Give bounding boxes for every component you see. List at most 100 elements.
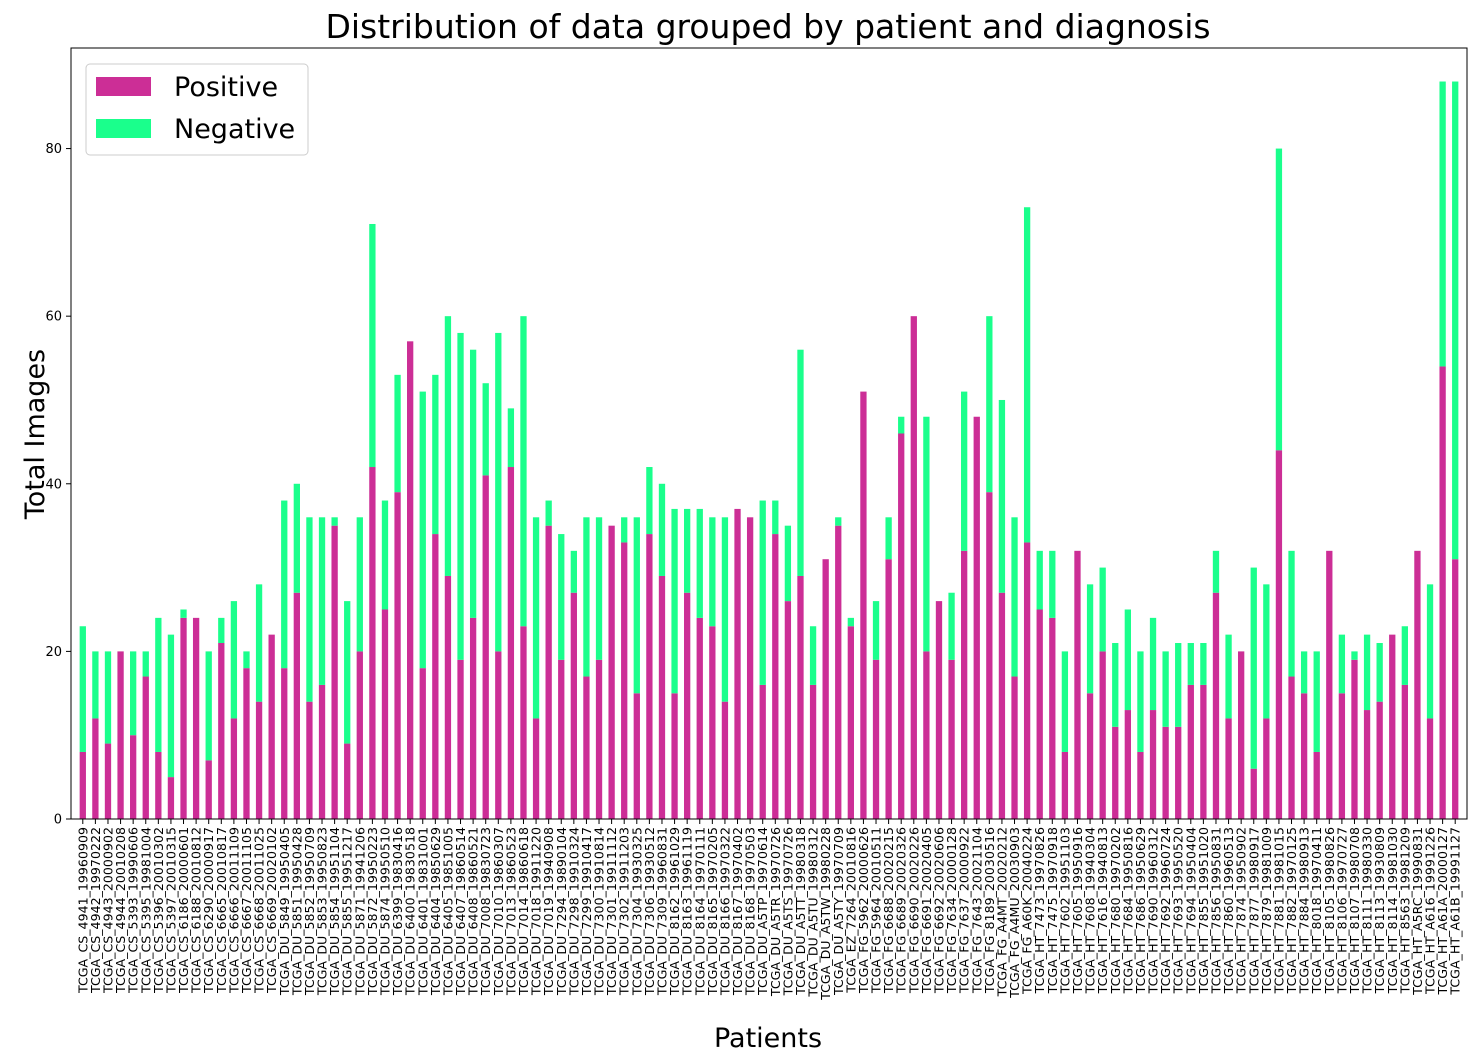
bar-positive-TCGA_HT_A616_19991226	[1426, 718, 1434, 819]
bar-negative-TCGA_DU_8165_19970205	[709, 517, 716, 627]
bar-positive-TCGA_DU_8162_19961029	[671, 693, 678, 819]
bar-negative-TCGA_DU_7018_19911220	[532, 517, 540, 719]
bar-negative-TCGA_FG_A4MU_20030903	[1011, 517, 1018, 677]
bar-negative-TCGA_DU_6404_19850629	[432, 374, 439, 535]
x-tick-label: TCGA_DU_7010_19860307	[491, 827, 506, 996]
x-tick-label: TCGA_HT_7680_19970202	[1108, 827, 1123, 994]
bar-positive-TCGA_CS_4943_20000902	[104, 743, 112, 819]
bar-positive-TCGA_CS_4944_20010208	[117, 651, 124, 819]
bar-negative-TCGA_CS_6290_20000917	[205, 651, 212, 761]
bar-positive-TCGA_HT_7884_19980913	[1300, 693, 1308, 819]
bar-negative-TCGA_CS_6668_20011025	[255, 584, 263, 702]
x-tick-label: TCGA_DU_A5TY_19970709	[831, 827, 846, 996]
bar-negative-TCGA_FG_6691_20020405	[923, 416, 930, 652]
bar-negative-TCGA_CS_5397_20010315	[167, 634, 175, 778]
bar-positive-TCGA_DU_A5TW_19980228	[822, 559, 829, 819]
bar-negative-TCGA_DU_7299_19910417	[583, 517, 590, 677]
bar-negative-TCGA_CS_6665_20010817	[218, 617, 225, 644]
x-tick-label: TCGA_DU_A5TU_19980312	[806, 827, 821, 998]
x-tick-label: TCGA_DU_5849_19950405	[277, 827, 292, 996]
bar-negative-TCGA_HT_8106_19970727	[1338, 634, 1346, 694]
x-tick-label: TCGA_CS_5396_20010302	[151, 827, 166, 994]
bar-positive-TCGA_HT_8563_19981209	[1401, 684, 1408, 819]
bar-positive-TCGA_DU_5871_19941206	[356, 651, 363, 819]
bar-positive-TCGA_CS_6669_20020102	[268, 634, 275, 819]
bar-positive-TCGA_DU_6399_19830416	[394, 492, 401, 819]
x-tick-label: TCGA_DU_5852_19950709	[302, 827, 317, 996]
x-tick-label: TCGA_FG_6690_20020226	[906, 827, 921, 994]
bar-negative-TCGA_HT_7690_19960312	[1149, 617, 1157, 711]
bar-negative-TCGA_DU_A5TT_19980318	[797, 349, 804, 576]
bar-positive-TCGA_HT_8018_19970411	[1313, 751, 1320, 819]
bar-negative-TCGA_DU_5854_19951104	[331, 517, 338, 526]
bars-layer	[79, 81, 1459, 819]
bar-negative-TCGA_DU_5872_19950223	[369, 223, 376, 468]
x-tick-label: TCGA_FG_7634_20000128	[944, 827, 959, 994]
x-tick-label: TCGA_CS_6668_20011025	[252, 827, 267, 994]
x-tick-label: TCGA_HT_7693_19950520	[1171, 827, 1186, 994]
bar-positive-TCGA_DU_5853_19950823	[318, 684, 326, 819]
bar-positive-TCGA_DU_5874_19950510	[381, 609, 389, 819]
bar-negative-TCGA_DU_5855_19951217	[344, 601, 351, 744]
bar-negative-TCGA_DU_5849_19950405	[281, 500, 288, 669]
bar-negative-TCGA_DU_A5TR_19970726	[772, 500, 779, 535]
x-tick-label: TCGA_DU_8165_19970205	[705, 827, 720, 996]
bar-positive-TCGA_HT_7605_19950916	[1074, 550, 1081, 819]
bar-positive-TCGA_HT_7860_19960513	[1225, 718, 1232, 819]
bar-negative-TCGA_CS_5395_19981004	[142, 651, 149, 677]
bar-positive-TCGA_DU_7010_19860307	[495, 651, 502, 819]
bar-positive-TCGA_HT_7475_19970918	[1049, 617, 1056, 819]
x-tick-label: TCGA_FG_7637_20000922	[957, 827, 972, 994]
bar-negative-TCGA_CS_6186_20000601	[180, 609, 187, 618]
chart-title: Distribution of data grouped by patient …	[325, 7, 1210, 46]
bar-positive-TCGA_DU_5855_19951217	[344, 743, 351, 819]
bar-negative-TCGA_DU_5851_19950428	[293, 483, 300, 593]
x-tick-label: TCGA_HT_8105_19980826	[1322, 827, 1337, 994]
x-tick-label: TCGA_DU_7018_19911220	[529, 827, 544, 996]
x-tick-label: TCGA_HT_7856_19950831	[1208, 827, 1223, 994]
x-tick-label: TCGA_HT_7692_19960724	[1158, 827, 1173, 994]
bar-negative-TCGA_DU_7010_19860307	[495, 332, 502, 652]
y-tick-label: 20	[45, 645, 62, 660]
x-tick-label: TCGA_DU_5851_19950428	[289, 827, 304, 996]
x-tick-label: TCGA_FG_A4MU_20030903	[1007, 827, 1022, 999]
x-tick-label: TCGA_DU_A5TP_19970614	[755, 827, 770, 996]
bar-positive-TCGA_HT_8107_19980708	[1351, 659, 1358, 819]
bar-positive-TCGA_CS_6188_20010812	[192, 617, 200, 819]
bar-negative-TCGA_HT_7877_19980917	[1250, 567, 1257, 769]
x-tick-label: TCGA_HT_7605_19950916	[1070, 827, 1085, 994]
bar-positive-TCGA_DU_8163_19961119	[684, 592, 691, 819]
bar-positive-TCGA_DU_8168_19970503	[746, 517, 754, 819]
y-tick-label: 80	[45, 142, 62, 157]
bar-positive-TCGA_DU_5872_19950223	[369, 467, 376, 819]
bar-positive-TCGA_FG_6692_20020606	[935, 601, 943, 819]
x-tick-label: TCGA_HT_7616_19940813	[1095, 827, 1110, 994]
bar-negative-TCGA_HT_7602_19951103	[1061, 651, 1069, 752]
bar-positive-TCGA_HT_7694_19950404	[1187, 684, 1194, 819]
bar-negative-TCGA_DU_7309_19960831	[658, 483, 666, 576]
bar-negative-TCGA_CS_6666_20011109	[230, 601, 238, 719]
x-tick-label: TCGA_CS_6667_20011105	[239, 827, 254, 994]
bar-negative-TCGA_CS_5396_20010302	[155, 617, 162, 752]
bar-negative-TCGA_HT_A616_19991226	[1426, 584, 1434, 719]
x-tick-label: TCGA_DU_7302_19911203	[617, 827, 632, 996]
x-tick-label: TCGA_DU_7008_19830723	[478, 827, 493, 996]
bar-positive-TCGA_HT_7473_19970826	[1036, 609, 1043, 819]
bar-positive-TCGA_HT_A5RC_19990831	[1414, 550, 1421, 819]
bar-negative-TCGA_HT_7855_19951020	[1200, 643, 1207, 685]
x-tick-label: TCGA_HT_7684_19950816	[1120, 827, 1135, 994]
bar-negative-TCGA_CS_5393_19990606	[130, 651, 137, 736]
x-tick-label: TCGA_HT_7881_19981015	[1271, 827, 1286, 994]
bar-positive-TCGA_DU_5854_19951104	[331, 525, 338, 819]
x-tick-label: TCGA_HT_7879_19981009	[1259, 827, 1274, 994]
x-tick-label: TCGA_HT_A61B_19991127	[1448, 827, 1463, 996]
x-tick-label: TCGA_HT_7884_19980913	[1297, 827, 1312, 994]
bar-negative-TCGA_DU_7019_19940908	[545, 500, 552, 526]
bar-negative-TCGA_FG_7637_20000922	[961, 391, 968, 551]
bar-negative-TCGA_DU_A5TY_19970709	[835, 517, 842, 526]
bar-negative-TCGA_FG_7634_20000128	[948, 592, 955, 660]
bar-negative-TCGA_DU_7302_19911203	[621, 517, 628, 543]
x-tick-label: TCGA_DU_7304_19930325	[629, 827, 644, 996]
x-tick-label: TCGA_HT_8114_19981030	[1385, 827, 1400, 994]
